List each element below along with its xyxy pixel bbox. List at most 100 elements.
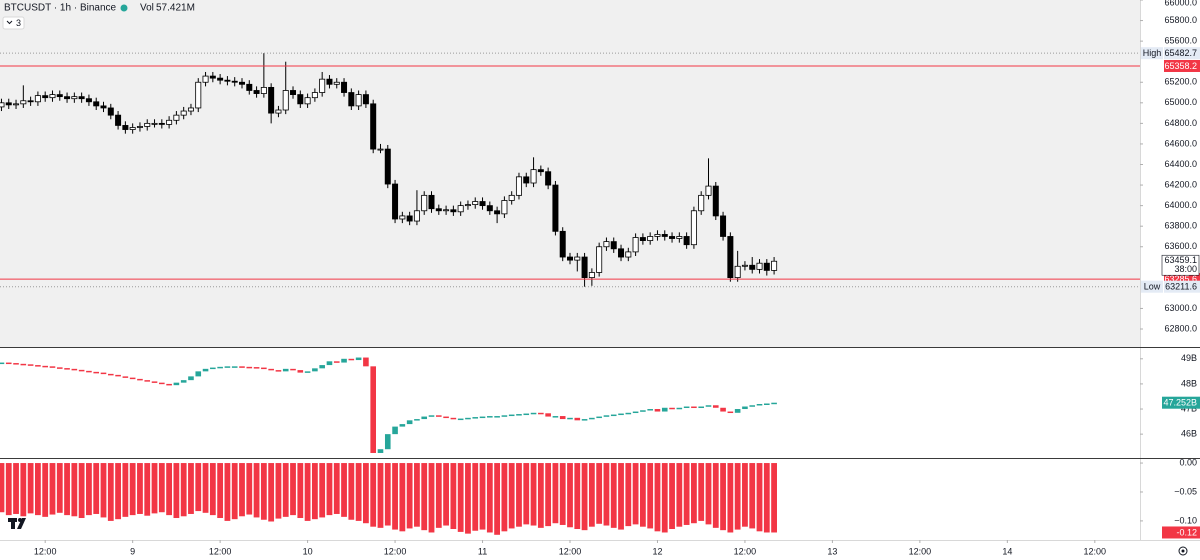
bar	[42, 463, 49, 517]
candle-body	[596, 416, 602, 419]
bar	[246, 463, 253, 515]
bar	[319, 463, 326, 518]
y-tick-label: 64000.0	[1164, 200, 1197, 210]
settings-button[interactable]	[1178, 546, 1188, 556]
candle-body	[362, 94, 369, 105]
candle-body	[538, 412, 544, 415]
bar	[501, 463, 508, 532]
bar	[100, 463, 107, 518]
candle-body	[676, 407, 683, 410]
candle-body	[377, 449, 384, 453]
bar	[348, 463, 355, 520]
bar	[756, 463, 763, 532]
tv-logo	[8, 518, 26, 529]
y-tick-label: 46B	[1181, 429, 1197, 439]
bar	[603, 463, 610, 526]
candle-body	[107, 373, 114, 376]
candle-body	[428, 194, 435, 210]
bar	[618, 463, 624, 530]
candle-body	[166, 383, 172, 386]
candle-body	[166, 119, 173, 125]
candle-body	[618, 248, 625, 258]
candle-body	[771, 402, 777, 405]
x-tick-label: 14	[1002, 546, 1012, 556]
bar	[64, 463, 70, 516]
candle-body	[341, 358, 347, 363]
candle-body	[195, 371, 202, 377]
y-tick-label: 64800.0	[1164, 118, 1197, 128]
candle-body	[421, 416, 428, 420]
candle-body	[35, 365, 41, 367]
bar	[151, 463, 158, 514]
bar	[224, 463, 231, 521]
candle-body	[421, 194, 428, 212]
bar	[581, 463, 588, 531]
bar	[173, 463, 180, 519]
bar	[450, 463, 457, 530]
candle-body	[20, 100, 27, 105]
candle-body	[625, 412, 632, 415]
candle-body	[34, 95, 41, 103]
x-tick-label: 12:00	[209, 546, 232, 556]
candle-body	[406, 215, 413, 222]
candle-body	[494, 416, 500, 418]
bar	[268, 463, 275, 522]
bar	[275, 463, 282, 519]
candle-body	[632, 237, 639, 253]
y-tick-label: 65600.0	[1164, 36, 1197, 46]
y-tick-label: 64600.0	[1164, 138, 1197, 148]
y-tick-label: 62800.0	[1164, 323, 1197, 333]
bar	[479, 463, 486, 530]
candle-body	[414, 419, 420, 421]
bar	[749, 463, 756, 529]
bar	[559, 463, 566, 525]
y-tick-label: 48B	[1181, 378, 1197, 388]
x-tick-label: 13	[827, 546, 837, 556]
bar	[202, 463, 209, 513]
bar	[742, 463, 748, 527]
candle-body	[487, 416, 493, 418]
candle-body	[173, 382, 180, 386]
candle-body	[749, 264, 756, 270]
bar	[5, 463, 12, 516]
candle-body	[676, 236, 683, 239]
bar	[392, 463, 398, 530]
collapse-button[interactable]	[2, 16, 25, 30]
bar	[625, 463, 632, 527]
last-value-bg	[1162, 526, 1200, 539]
bar	[712, 463, 719, 528]
bar	[115, 463, 121, 520]
bar	[661, 463, 668, 533]
candle-body	[501, 200, 508, 215]
bar	[523, 463, 530, 525]
candle-body	[552, 184, 559, 232]
candle-body	[596, 246, 603, 273]
bar	[530, 463, 537, 526]
candle-body	[0, 102, 5, 108]
candle-body	[158, 122, 165, 125]
candle-body	[377, 148, 384, 151]
price-line-label-bg	[1141, 280, 1163, 293]
candle-body	[516, 414, 522, 416]
price-line-value-bg	[1164, 280, 1200, 293]
candle-body	[268, 368, 274, 371]
x-tick-label: 12:00	[909, 546, 932, 556]
candle-body	[690, 210, 697, 246]
candle-body	[290, 90, 297, 95]
candle-body	[457, 418, 464, 421]
candle-body	[5, 102, 12, 106]
bar	[253, 463, 260, 518]
candle-body	[49, 94, 56, 99]
bar	[129, 463, 136, 516]
bar	[705, 463, 712, 525]
candle-body	[71, 368, 78, 371]
bar	[421, 463, 428, 531]
candle-body	[195, 81, 202, 109]
candle-body	[756, 262, 763, 270]
candle-body	[326, 361, 333, 366]
bar	[683, 463, 690, 525]
candle-body	[472, 201, 479, 206]
candle-body	[107, 107, 114, 116]
candle-body	[355, 357, 362, 361]
price-line-value-bg	[1164, 47, 1200, 60]
